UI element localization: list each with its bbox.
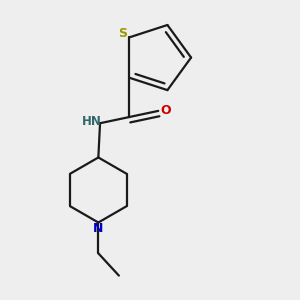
Text: O: O [160,104,171,117]
Text: N: N [93,222,104,235]
Text: S: S [118,27,127,40]
Text: HN: HN [82,115,101,128]
